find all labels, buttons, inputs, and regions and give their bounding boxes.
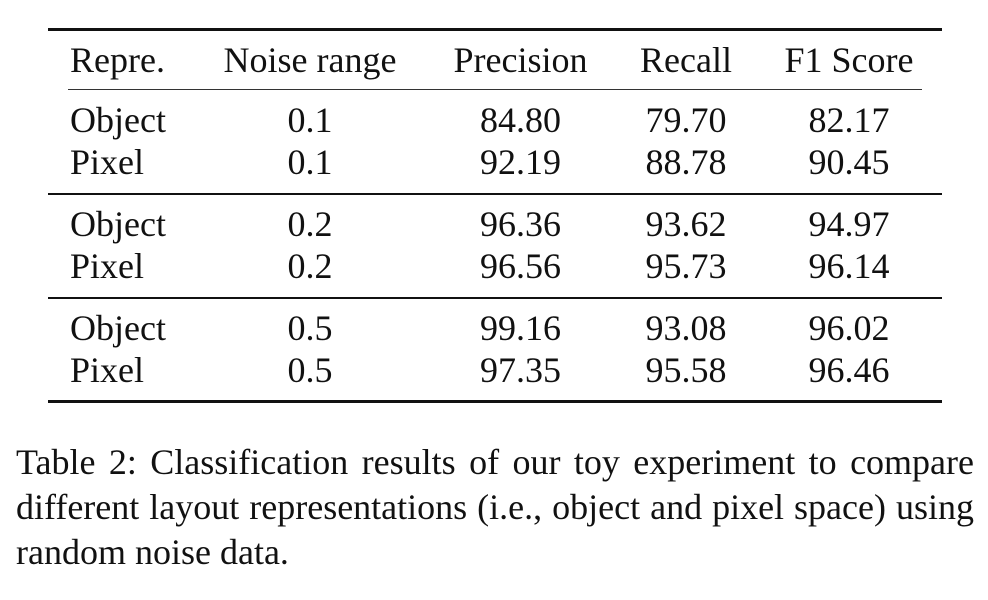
table-cell: Object: [70, 308, 166, 348]
table-cell: 96.02: [808, 308, 890, 348]
table-cell: 79.70: [645, 100, 727, 140]
header-noise-range: Noise range: [223, 40, 397, 80]
table-cell: 90.45: [808, 142, 890, 182]
header-f1-score: F1 Score: [784, 40, 914, 80]
table-cell: 92.19: [480, 142, 561, 182]
table-cell: Pixel: [70, 246, 145, 286]
table-cell: 96.46: [808, 350, 890, 390]
table-cell: 95.73: [645, 246, 727, 286]
table-cell: 0.2: [287, 204, 333, 244]
table-cell: 93.08: [645, 308, 727, 348]
table-bottom-rule: [48, 400, 942, 403]
table-cell: 0.1: [287, 142, 333, 182]
table-cell: Object: [70, 100, 166, 140]
header-repre: Repre.: [70, 40, 165, 80]
header-recall: Recall: [640, 40, 732, 80]
table-caption: Table 2: Classification results of our t…: [16, 442, 974, 572]
table-cell: 0.1: [287, 100, 333, 140]
table-cell: 96.14: [808, 246, 890, 286]
table-cell: 88.78: [645, 142, 727, 182]
table-cell: 94.97: [808, 204, 890, 244]
table-cell: 93.62: [645, 204, 727, 244]
table-cell: 97.35: [480, 350, 561, 390]
table-top-rule: [48, 28, 942, 31]
table-cell: 0.5: [287, 308, 333, 348]
table-cell: Object: [70, 204, 166, 244]
header-rule: [68, 89, 922, 90]
table-cell: Pixel: [70, 350, 145, 390]
header-precision: Precision: [453, 40, 588, 80]
table-cell: 99.16: [480, 308, 561, 348]
table-cell: Pixel: [70, 142, 145, 182]
table-cell: 84.80: [480, 100, 561, 140]
table-cell: 96.56: [480, 246, 561, 286]
group-rule: [48, 193, 942, 195]
table-cell: 82.17: [808, 100, 890, 140]
table-cell: 95.58: [645, 350, 727, 390]
table-cell: 96.36: [480, 204, 561, 244]
table-cell: 0.5: [287, 350, 333, 390]
table-cell: 0.2: [287, 246, 333, 286]
group-rule: [48, 297, 942, 299]
